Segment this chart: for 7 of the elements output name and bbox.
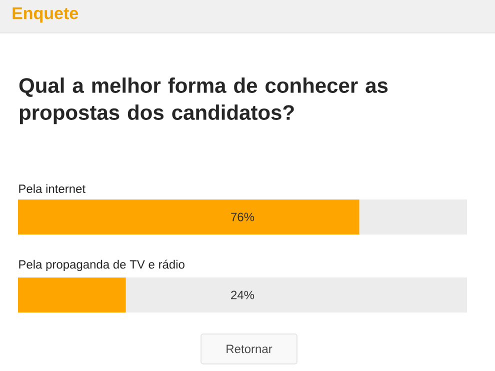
chart-title: Enquete xyxy=(12,7,78,23)
y-tick-label: Pela internet xyxy=(19,184,86,194)
data-label: 76% xyxy=(231,212,254,222)
chart-subtitle: Qual a melhor forma de conhecer as propostas dos candidatos? xyxy=(19,78,388,124)
text: Retornar xyxy=(226,344,272,354)
data-label: 24% xyxy=(231,290,254,300)
y-tick-label: Pela propaganda de TV e rádio xyxy=(19,260,184,272)
